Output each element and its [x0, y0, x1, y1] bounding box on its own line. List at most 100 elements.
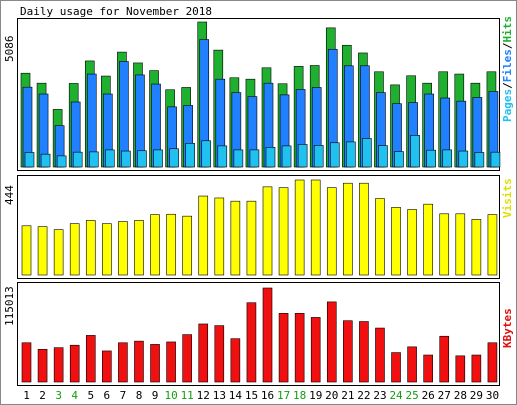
bar-kbytes-day-14	[230, 338, 241, 383]
x-tick-label-11: 11	[181, 389, 194, 402]
bar-kbytes-day-8	[134, 340, 144, 383]
x-tick-label-30: 30	[486, 389, 499, 402]
x-tick-label-28: 28	[454, 389, 467, 402]
bar-pages-day-17	[281, 145, 292, 168]
x-tick-label-10: 10	[165, 389, 178, 402]
bar-visits-day-4	[69, 223, 80, 276]
bar-kbytes-day-19	[310, 317, 321, 383]
panel3-frame	[17, 282, 500, 386]
x-tick-label-16: 16	[261, 389, 274, 402]
bar-kbytes-day-1	[21, 342, 32, 383]
bar-visits-day-27	[439, 213, 450, 276]
x-tick-label-9: 9	[152, 389, 159, 402]
x-tick-label-4: 4	[71, 389, 78, 402]
bar-pages-day-13	[217, 145, 228, 168]
x-tick-label-5: 5	[87, 389, 94, 402]
bar-kbytes-day-24	[391, 352, 401, 383]
bar-kbytes-day-25	[407, 346, 417, 383]
bar-visits-day-1	[21, 225, 32, 276]
x-tick-label-6: 6	[104, 389, 111, 402]
bar-pages-day-14	[233, 149, 244, 168]
panel3-ymax-label: 115013	[3, 286, 16, 326]
x-tick-label-26: 26	[422, 389, 435, 402]
bar-visits-day-23	[375, 198, 385, 276]
bar-pages-day-20	[329, 142, 340, 168]
bar-visits-day-11	[182, 215, 192, 276]
x-tick-label-17: 17	[277, 389, 290, 402]
panel2-legend: Visits	[501, 178, 514, 218]
panel3-legend: KBytes	[501, 308, 514, 348]
legend-hits: Hits	[501, 16, 514, 43]
bar-kbytes-day-22	[359, 321, 369, 383]
bar-kbytes-day-20	[326, 301, 337, 383]
bar-pages-day-27	[442, 149, 453, 168]
bar-visits-day-24	[391, 207, 401, 276]
bar-visits-day-12	[198, 195, 209, 276]
bar-kbytes-day-12	[198, 323, 209, 383]
x-tick-label-1: 1	[23, 389, 30, 402]
x-tick-label-19: 19	[309, 389, 322, 402]
bar-kbytes-day-29	[471, 354, 482, 383]
x-tick-label-23: 23	[373, 389, 386, 402]
bar-visits-day-6	[102, 223, 112, 276]
legend-sep-1: /	[501, 82, 514, 89]
bar-pages-day-12	[201, 140, 212, 168]
bar-pages-day-5	[88, 151, 99, 168]
bar-kbytes-day-11	[182, 334, 192, 383]
panel-hits-files-pages: 5086 Pages/Files/Hits	[3, 16, 514, 171]
bar-visits-day-29	[471, 219, 482, 276]
x-tick-label-14: 14	[229, 389, 243, 402]
bar-pages-day-19	[313, 145, 324, 168]
x-tick-label-2: 2	[39, 389, 46, 402]
bar-pages-day-10	[169, 148, 179, 168]
x-tick-label-13: 13	[213, 389, 226, 402]
bar-kbytes-day-13	[214, 325, 225, 383]
bar-pages-day-9	[153, 149, 163, 168]
bar-visits-day-28	[455, 213, 466, 276]
x-tick-label-18: 18	[293, 389, 306, 402]
bar-pages-day-18	[297, 144, 308, 168]
x-tick-label-24: 24	[389, 389, 403, 402]
bar-kbytes-day-27	[439, 335, 450, 383]
x-tick-label-8: 8	[136, 389, 143, 402]
panel3-bars	[21, 287, 498, 383]
chart-title: Daily usage for November 2018	[20, 5, 212, 18]
bar-pages-day-15	[249, 149, 260, 168]
x-tick-label-20: 20	[325, 389, 338, 402]
bar-pages-day-30	[490, 151, 501, 168]
panel1-legend: Pages/Files/Hits	[501, 16, 514, 122]
panel1-bars	[20, 21, 501, 168]
bar-pages-day-29	[474, 152, 485, 168]
bar-visits-day-8	[134, 220, 144, 276]
x-tick-label-12: 12	[197, 389, 210, 402]
bar-kbytes-day-26	[423, 354, 433, 383]
x-tick-label-27: 27	[438, 389, 451, 402]
bar-visits-day-20	[326, 187, 337, 276]
bar-pages-day-4	[72, 151, 83, 168]
bar-kbytes-day-15	[246, 302, 257, 383]
bar-kbytes-day-28	[455, 355, 466, 383]
panel-visits: 444 Visits	[3, 175, 514, 279]
bar-visits-day-14	[230, 200, 241, 276]
bar-visits-day-18	[294, 179, 305, 276]
legend-files: Files	[501, 49, 514, 82]
bar-kbytes-day-23	[375, 327, 385, 383]
bar-pages-day-26	[426, 149, 436, 168]
bar-visits-day-30	[487, 214, 498, 276]
bar-pages-day-2	[40, 153, 51, 168]
x-axis-day-labels: 1 2 3 4 5 6 7 8 9 10 11 12 13 14 15 16 17 18 19 20 21 22 23 24 2…	[23, 389, 499, 402]
bar-pages-day-24	[394, 151, 404, 168]
bar-visits-day-3	[53, 229, 64, 276]
bar-kbytes-day-5	[85, 335, 96, 383]
bar-visits-day-9	[150, 214, 160, 276]
bar-pages-day-21	[346, 141, 356, 168]
bar-visits-day-2	[37, 226, 48, 276]
legend-sep-2: /	[501, 42, 514, 49]
bar-pages-day-25	[410, 135, 420, 168]
bar-visits-day-25	[407, 209, 417, 276]
bar-pages-day-28	[458, 150, 469, 168]
bar-kbytes-day-9	[150, 344, 160, 383]
bar-pages-day-8	[137, 150, 147, 168]
bar-kbytes-day-7	[118, 342, 128, 383]
bar-visits-day-26	[423, 203, 433, 276]
